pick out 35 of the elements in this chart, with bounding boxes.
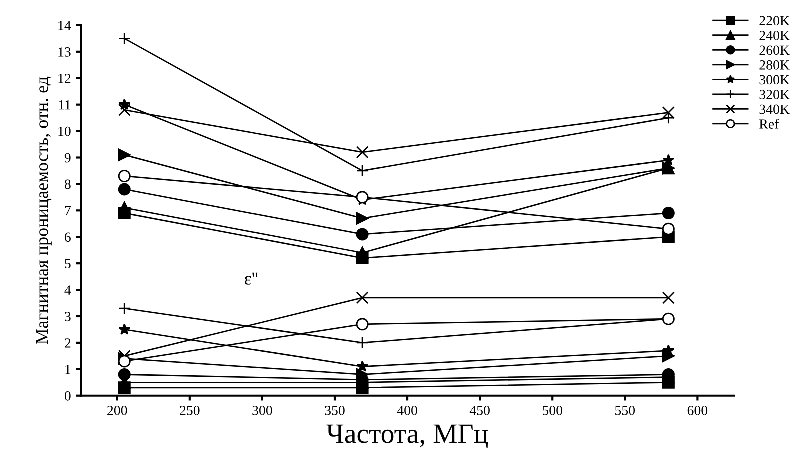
x-tick-label: 350 [325,406,345,416]
y-tick-label: 4 [64,286,72,295]
y-tick-label: 11 [59,100,71,110]
y-tick-label: 9 [64,153,71,163]
y-axis-title: Магнитная проницаемость, отн. ед [36,76,52,344]
y-tick-label: 8 [64,180,71,190]
legend-label: 340K [760,104,790,114]
x-tick-label: 200 [108,406,128,416]
legend-label: 300K [760,75,790,85]
legend-label: 260K [760,46,790,56]
x-tick-label: 300 [252,406,272,416]
y-tick-label: 14 [58,21,72,30]
y-tick-label: 12 [58,74,71,84]
y-tick-label: 7 [65,206,71,216]
y-tick-label: 6 [65,232,71,242]
y-tick-label: 2 [65,338,71,348]
legend-label: 240K [760,30,790,40]
legend-label: 220K [760,16,790,26]
y-tick-label: 0 [64,391,71,401]
y-tick-label: 10 [58,126,71,136]
x-tick-label: 400 [397,406,418,416]
x-tick-label: 550 [616,406,636,416]
y-tick-label: 5 [65,259,71,269]
legend-label: Ref [760,119,780,129]
y-tick-label: 3 [65,312,71,322]
y-tick-label: 13 [58,48,71,57]
legend-label: 320K [760,90,790,100]
x-tick-label: 500 [542,406,562,416]
x-axis-title: Частота, МГц [326,424,488,448]
y-tick-label: 1 [66,365,71,374]
x-tick-label: 450 [470,406,490,416]
legend-label: 280K [760,60,790,70]
x-tick-label: 600 [688,406,708,416]
x-tick-label: 250 [180,406,200,416]
annotation: ε'' [245,272,258,285]
